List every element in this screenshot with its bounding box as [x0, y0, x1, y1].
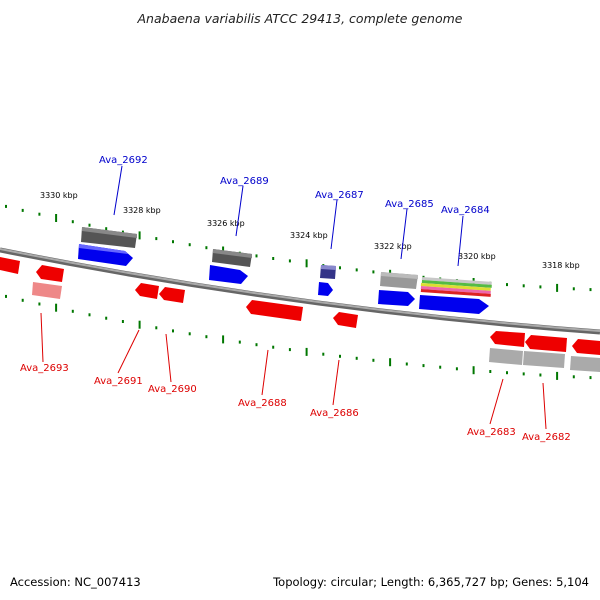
gene-block-gray[interactable]: [523, 351, 565, 368]
cds-reverse-ava2691[interactable]: [135, 283, 159, 299]
cds-reverse-ava2683[interactable]: [490, 331, 525, 347]
feature-band-yellow: [420, 283, 491, 291]
scale-label-3328: 3328 kbp: [123, 206, 161, 215]
cds-forward-ava2692-highlight: [79, 244, 128, 254]
feature-band-gray: [421, 277, 492, 285]
leader-ava2687: [330, 199, 338, 250]
leader-ava2689: [235, 185, 244, 237]
map-title: Anabaena variabilis ATCC 29413, complete…: [137, 11, 463, 26]
gene-label-ava2688[interactable]: Ava_2688: [238, 398, 287, 409]
leader-ava2685: [400, 208, 408, 260]
cds-forward-ava2684[interactable]: [419, 295, 489, 314]
gene-block-gray[interactable]: [570, 356, 600, 372]
forward-features: [78, 227, 492, 314]
gene-block-pink[interactable]: [32, 282, 62, 299]
cds-reverse-ava2686[interactable]: [333, 312, 358, 328]
gene-block-gray-highlight: [213, 249, 252, 258]
gene-label-ava2691[interactable]: Ava_2691: [94, 376, 143, 387]
cds-reverse-ava2690[interactable]: [159, 287, 185, 303]
accession-text: Accession: NC_007413: [10, 575, 141, 589]
leader-ava2691: [117, 329, 140, 374]
scale-label-3322: 3322 kbp: [374, 242, 412, 251]
gene-label-ava2683[interactable]: Ava_2683: [467, 427, 516, 438]
leader-ava2686: [332, 359, 340, 406]
gene-label-ava2692[interactable]: Ava_2692: [99, 155, 148, 166]
leader-ava2683: [489, 378, 504, 425]
gene-label-ava2685[interactable]: Ava_2685: [385, 199, 434, 210]
gene-label-ava2686[interactable]: Ava_2686: [310, 408, 359, 419]
cds-forward-ava2685[interactable]: [378, 290, 415, 306]
leader-ava2682: [542, 382, 547, 430]
gene-label-ava2689[interactable]: Ava_2689: [220, 176, 269, 187]
feature-band-green: [421, 280, 492, 288]
scale-label-3324: 3324 kbp: [290, 231, 328, 240]
scale-label-3320: 3320 kbp: [458, 252, 496, 261]
scale-label-3318: 3318 kbp: [542, 261, 580, 270]
scale-label-3326: 3326 kbp: [207, 219, 245, 228]
cds-reverse-edge[interactable]: [0, 257, 20, 274]
feature-band-pink: [420, 286, 491, 294]
gene-block-gray-highlight: [381, 272, 418, 279]
leader-ava2690: [165, 333, 172, 383]
genome-backbone-highlight: [0, 248, 600, 332]
genome-summary-text: Topology: circular; Length: 6,365,727 bp…: [273, 575, 589, 589]
leader-lines: [40, 165, 547, 430]
gene-block-gray-highlight: [82, 227, 137, 238]
cds-reverse-ava2682[interactable]: [525, 335, 567, 352]
scale-label-3330: 3330 kbp: [40, 191, 78, 200]
cds-forward-ava2689[interactable]: [209, 265, 248, 284]
leader-ava2688: [261, 349, 269, 396]
gene-label-ava2682[interactable]: Ava_2682: [522, 432, 571, 443]
gene-label-ava2687[interactable]: Ava_2687: [315, 190, 364, 201]
leader-ava2692: [113, 165, 123, 216]
cds-reverse[interactable]: [36, 265, 64, 282]
feature-band-red: [420, 289, 491, 297]
gene-label-ava2693[interactable]: Ava_2693: [20, 363, 69, 374]
gene-label-ava2684[interactable]: Ava_2684: [441, 205, 490, 216]
leader-ava2684: [457, 215, 464, 267]
gene-block-gray[interactable]: [489, 348, 523, 365]
cds-reverse-ava2688[interactable]: [246, 300, 303, 321]
reverse-features: [0, 257, 600, 372]
cds-forward-small[interactable]: [318, 282, 333, 296]
cds-forward-ava2687-highlight: [321, 265, 336, 270]
inner-tick-row: [5, 294, 592, 380]
gene-label-ava2690[interactable]: Ava_2690: [148, 384, 197, 395]
leader-ava2693: [40, 312, 44, 363]
cds-reverse-edge[interactable]: [572, 339, 600, 355]
